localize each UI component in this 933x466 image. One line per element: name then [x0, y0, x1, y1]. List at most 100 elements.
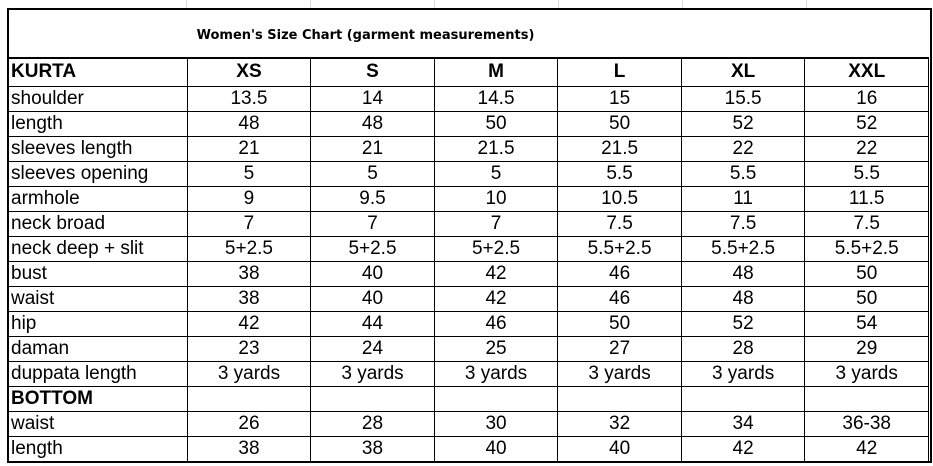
- measurement-value[interactable]: 3 yards: [433, 360, 559, 387]
- measurement-value[interactable]: 50: [804, 285, 929, 312]
- measurement-value[interactable]: 13.5: [186, 85, 312, 112]
- measurement-value[interactable]: 7.5: [680, 210, 806, 237]
- measurement-value[interactable]: 40: [557, 435, 682, 462]
- measurement-value[interactable]: 15: [557, 85, 682, 112]
- measurement-value[interactable]: 52: [680, 310, 806, 337]
- measurement-value[interactable]: 48: [186, 110, 312, 137]
- measurement-value[interactable]: 54: [804, 310, 929, 337]
- measurement-value[interactable]: 27: [557, 335, 682, 362]
- size-header-cell[interactable]: M: [433, 57, 559, 87]
- measurement-value[interactable]: 50: [557, 310, 682, 337]
- measurement-value[interactable]: 50: [804, 260, 929, 287]
- measurement-label[interactable]: neck broad: [8, 210, 188, 237]
- measurement-value[interactable]: 3 yards: [186, 360, 312, 387]
- measurement-value[interactable]: 5+2.5: [433, 235, 559, 262]
- empty-cell[interactable]: [804, 385, 929, 412]
- measurement-value[interactable]: 11: [680, 185, 806, 212]
- measurement-value[interactable]: 10.5: [557, 185, 682, 212]
- measurement-value[interactable]: 5+2.5: [186, 235, 312, 262]
- size-header-cell[interactable]: XL: [680, 57, 806, 87]
- measurement-value[interactable]: 9: [186, 185, 312, 212]
- measurement-value[interactable]: 9.5: [310, 185, 435, 212]
- measurement-value[interactable]: 24: [310, 335, 435, 362]
- measurement-value[interactable]: 38: [186, 260, 312, 287]
- measurement-value[interactable]: 7: [186, 210, 312, 237]
- measurement-label[interactable]: shoulder: [8, 85, 188, 112]
- measurement-value[interactable]: 48: [680, 260, 806, 287]
- measurement-value[interactable]: 46: [433, 310, 559, 337]
- empty-cell[interactable]: [433, 385, 559, 412]
- measurement-value[interactable]: 32: [557, 410, 682, 437]
- measurement-value[interactable]: 5: [310, 160, 435, 187]
- measurement-label[interactable]: bust: [8, 260, 188, 287]
- size-header-cell[interactable]: XS: [186, 57, 312, 87]
- measurement-value[interactable]: 34: [680, 410, 806, 437]
- measurement-value[interactable]: 5: [433, 160, 559, 187]
- section-label-bottom[interactable]: BOTTOM: [8, 385, 188, 412]
- measurement-value[interactable]: 52: [680, 110, 806, 137]
- size-header-cell[interactable]: L: [557, 57, 682, 87]
- measurement-value[interactable]: 7: [433, 210, 559, 237]
- measurement-value[interactable]: 42: [804, 435, 929, 462]
- measurement-label[interactable]: waist: [8, 285, 188, 312]
- measurement-value[interactable]: 3 yards: [557, 360, 682, 387]
- measurement-value[interactable]: 5.5+2.5: [804, 235, 929, 262]
- measurement-value[interactable]: 5.5: [557, 160, 682, 187]
- measurement-value[interactable]: 52: [804, 110, 929, 137]
- measurement-value[interactable]: 40: [433, 435, 559, 462]
- section-label-kurta[interactable]: KURTA: [8, 57, 188, 87]
- empty-cell[interactable]: [680, 385, 806, 412]
- measurement-value[interactable]: 3 yards: [804, 360, 929, 387]
- chart-title-cell[interactable]: Women's Size Chart (garment measurements…: [9, 10, 930, 57]
- empty-cell[interactable]: [557, 385, 682, 412]
- measurement-value[interactable]: 30: [433, 410, 559, 437]
- measurement-value[interactable]: 5.5+2.5: [557, 235, 682, 262]
- measurement-value[interactable]: 3 yards: [310, 360, 435, 387]
- measurement-label[interactable]: sleeves opening: [8, 160, 188, 187]
- measurement-value[interactable]: 7.5: [557, 210, 682, 237]
- measurement-value[interactable]: 50: [433, 110, 559, 137]
- measurement-value[interactable]: 15.5: [680, 85, 806, 112]
- size-header-cell[interactable]: XXL: [804, 57, 929, 87]
- measurement-value[interactable]: 44: [310, 310, 435, 337]
- measurement-value[interactable]: 28: [310, 410, 435, 437]
- measurement-value[interactable]: 23: [186, 335, 312, 362]
- measurement-value[interactable]: 42: [433, 285, 559, 312]
- measurement-value[interactable]: 28: [680, 335, 806, 362]
- measurement-label[interactable]: length: [8, 110, 188, 137]
- measurement-value[interactable]: 21: [186, 135, 312, 162]
- empty-cell[interactable]: [186, 385, 312, 412]
- measurement-value[interactable]: 46: [557, 260, 682, 287]
- measurement-label[interactable]: length: [8, 435, 188, 462]
- measurement-value[interactable]: 26: [186, 410, 312, 437]
- empty-cell[interactable]: [310, 385, 435, 412]
- measurement-value[interactable]: 22: [804, 135, 929, 162]
- measurement-value[interactable]: 48: [680, 285, 806, 312]
- measurement-value[interactable]: 10: [433, 185, 559, 212]
- measurement-value[interactable]: 5.5: [680, 160, 806, 187]
- measurement-value[interactable]: 50: [557, 110, 682, 137]
- measurement-value[interactable]: 40: [310, 285, 435, 312]
- measurement-label[interactable]: waist: [8, 410, 188, 437]
- measurement-value[interactable]: 5.5: [804, 160, 929, 187]
- measurement-value[interactable]: 21.5: [433, 135, 559, 162]
- measurement-value[interactable]: 14.5: [433, 85, 559, 112]
- measurement-label[interactable]: daman: [8, 335, 188, 362]
- measurement-value[interactable]: 3 yards: [680, 360, 806, 387]
- measurement-label[interactable]: hip: [8, 310, 188, 337]
- measurement-value[interactable]: 14: [310, 85, 435, 112]
- measurement-value[interactable]: 42: [433, 260, 559, 287]
- measurement-value[interactable]: 42: [186, 310, 312, 337]
- measurement-value[interactable]: 42: [680, 435, 806, 462]
- measurement-value[interactable]: 38: [186, 435, 312, 462]
- measurement-value[interactable]: 25: [433, 335, 559, 362]
- measurement-value[interactable]: 40: [310, 260, 435, 287]
- measurement-value[interactable]: 48: [310, 110, 435, 137]
- measurement-value[interactable]: 5: [186, 160, 312, 187]
- measurement-value[interactable]: 5+2.5: [310, 235, 435, 262]
- size-header-cell[interactable]: S: [310, 57, 435, 87]
- measurement-value[interactable]: 16: [804, 85, 929, 112]
- measurement-value[interactable]: 36-38: [804, 410, 929, 437]
- measurement-label[interactable]: armhole: [8, 185, 188, 212]
- measurement-label[interactable]: neck deep + slit: [8, 235, 188, 262]
